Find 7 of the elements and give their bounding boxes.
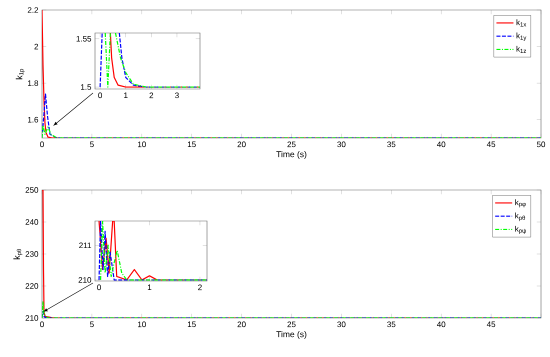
x-axis-title: Time (s) (276, 150, 306, 159)
line-series (42, 124, 542, 138)
line-series (42, 301, 542, 318)
x-axis-title: Time (s) (276, 331, 306, 339)
y-axis-title: k$_{pθ}$ (13, 248, 22, 260)
y-axis-title: k$_{1p}$ (16, 68, 25, 80)
line-series (42, 94, 542, 138)
